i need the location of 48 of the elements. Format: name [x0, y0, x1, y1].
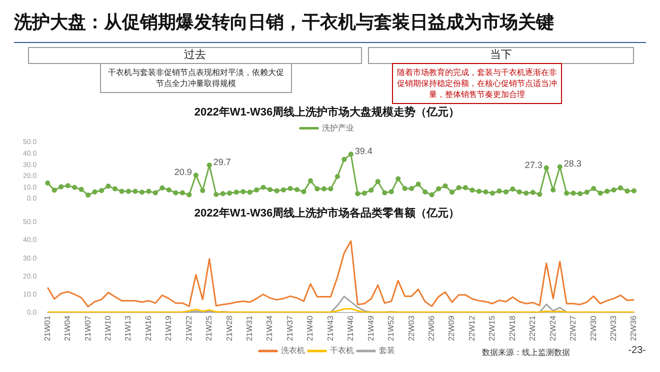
x-tick-label: 21W52	[386, 315, 396, 342]
text: -23-	[628, 345, 646, 356]
x-tick-label: 21W25	[204, 315, 214, 342]
x-tick-label: 21W13	[124, 315, 133, 342]
x-tick-label: 21W07	[83, 315, 92, 342]
text: 当下	[368, 47, 634, 64]
x-tick-label: 21W40	[306, 315, 315, 342]
x-tick-label: 21W10	[103, 315, 112, 342]
x-tick-label: 22W24	[548, 315, 558, 342]
data-label: 28.3	[564, 158, 582, 169]
x-tick-label: 22W09	[447, 315, 456, 342]
x-tick-label: 22W03	[406, 315, 416, 342]
source-note: 数据来源：线上监测数据	[482, 347, 570, 358]
x-tick-label: 22W06	[427, 315, 436, 342]
text: 过去	[28, 47, 362, 64]
x-tick-label: 22W33	[608, 315, 618, 342]
legend-label: 干衣机	[330, 346, 354, 356]
x-tick-label: 21W37	[285, 315, 294, 342]
x-tick-label: 22W27	[568, 315, 578, 342]
x-tick-label: 22W30	[588, 315, 598, 342]
x-tick-label: 22W12	[467, 315, 476, 342]
legend-label: 洗护产业	[322, 123, 354, 132]
x-tick-label: 21W22	[184, 315, 194, 342]
x-tick-label: 21W01	[42, 315, 52, 342]
x-tick-label: 22W36	[629, 315, 638, 342]
text: 洗护大盘：从促销期爆发转向日销，干衣机与套装日益成为市场关键	[14, 11, 554, 34]
x-tick-label: 21W16	[144, 315, 153, 342]
data-label: 27.3	[524, 160, 542, 170]
x-tick-label: 21W19	[164, 315, 174, 342]
x-tick-label: 21W28	[224, 315, 234, 342]
x-tick-label: 22W15	[488, 315, 497, 342]
chart-title: 2022年W1-W36周线上洗护市场各品类零售额（亿元）	[194, 206, 460, 220]
x-tick-label: 22W18	[508, 315, 517, 342]
x-tick-label: 22W21	[528, 315, 538, 342]
x-tick-label: 21W04	[63, 315, 72, 342]
x-tick-label: 21W31	[245, 315, 254, 342]
data-label: 39.4	[354, 146, 372, 156]
chart-title: 2022年W1-W36周线上洗护市场大盘规模走势（亿元）	[194, 106, 460, 119]
text: 随着市场教育的完成，套装与干衣机逐渐在非促销期保持稳定份额，在核心促销节点适当冲量，整体销售节奏更加合理	[392, 63, 562, 104]
legend-label: 洗衣机	[281, 346, 305, 356]
text: 干衣机与套装非促销节点表现相对平淡，依赖大促节点全力冲量取得规模	[100, 63, 292, 93]
x-tick-label: 21W46	[346, 315, 356, 342]
data-label: 20.9	[174, 167, 192, 178]
data-label: 29.7	[213, 157, 231, 168]
legend-label: 套装	[379, 346, 395, 356]
x-tick-label: 21W34	[265, 315, 274, 342]
x-tick-label: 21W49	[366, 315, 376, 342]
x-tick-label: 21W43	[326, 315, 335, 342]
